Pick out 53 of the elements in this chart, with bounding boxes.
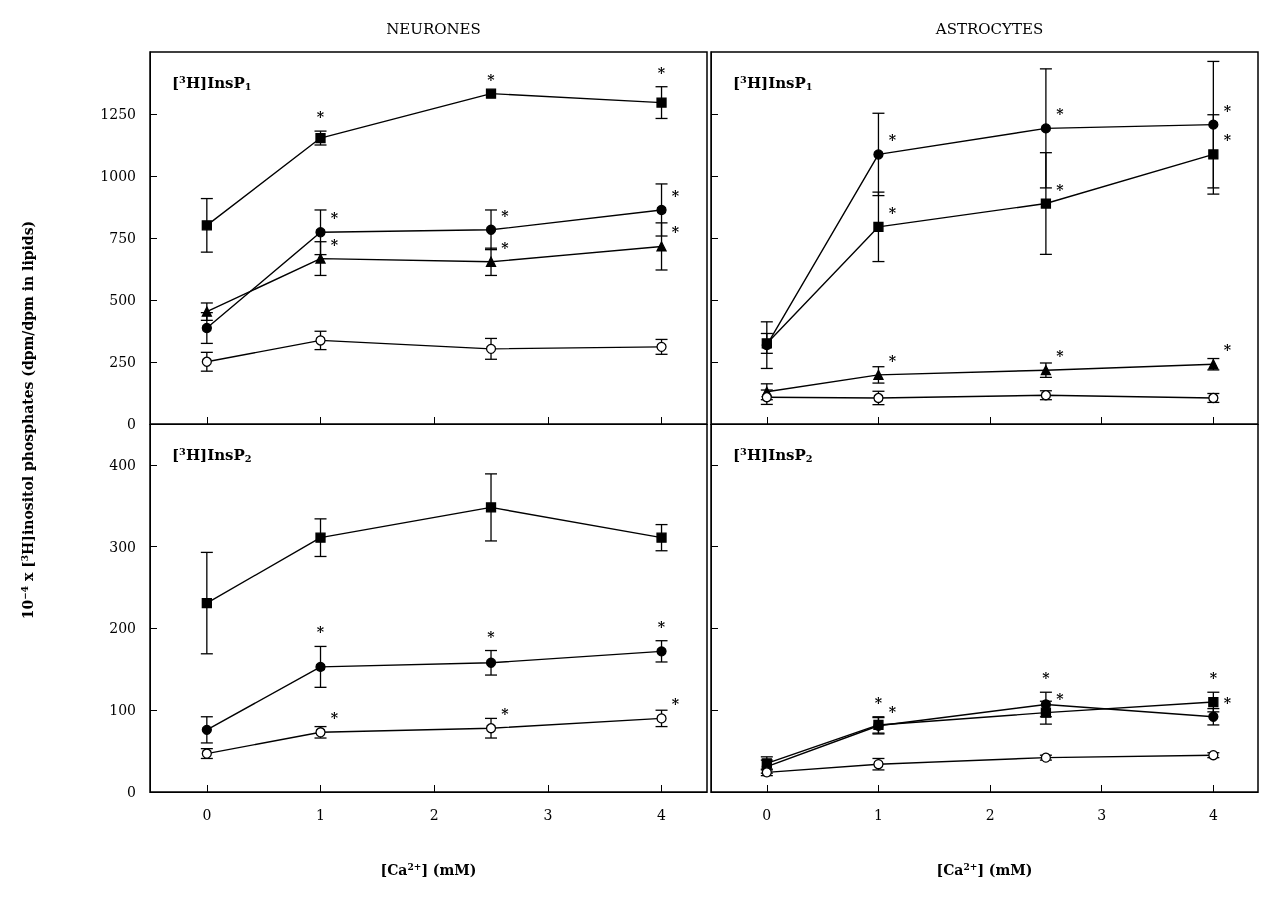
- annotation: *: [1056, 181, 1065, 198]
- chart-title: ASTROCYTES: [934, 19, 1044, 38]
- x-tick-label: 3: [543, 807, 553, 823]
- annotation: *: [1223, 132, 1232, 149]
- annotation: *: [487, 71, 496, 88]
- x-tick-label: 1: [873, 807, 883, 823]
- annotation: *: [657, 618, 666, 635]
- annotation: *: [330, 710, 339, 727]
- annotation: *: [888, 703, 897, 720]
- x-tick-label: 4: [657, 807, 667, 823]
- y-tick-label: 500: [109, 292, 136, 308]
- y-tick-label: 400: [109, 456, 136, 473]
- annotation: *: [316, 624, 325, 641]
- x-tick-label: 0: [202, 807, 212, 823]
- annotation: *: [1056, 348, 1065, 365]
- y-tick-label: 1000: [100, 168, 136, 184]
- x-tick-label: 1: [316, 807, 325, 823]
- x-tick-label: 4: [1208, 807, 1218, 823]
- y-tick-label: 100: [109, 702, 136, 719]
- y-tick-label: 200: [109, 620, 136, 637]
- annotation: *: [1223, 102, 1232, 119]
- y-tick-label: 1250: [100, 106, 136, 122]
- annotation: *: [501, 706, 510, 723]
- y-tick-label: 250: [109, 354, 136, 370]
- annotation: *: [1056, 690, 1065, 707]
- annotation: *: [330, 236, 339, 253]
- x-tick-label: 3: [1097, 807, 1107, 823]
- annotation: *: [888, 204, 897, 221]
- annotation: *: [874, 694, 883, 711]
- annotation: *: [1056, 106, 1065, 123]
- annotation: *: [657, 64, 666, 81]
- annotation: *: [316, 109, 325, 126]
- annotation: *: [888, 132, 897, 149]
- x-tick-label: 0: [762, 807, 772, 823]
- chart-title: NEURONES: [386, 19, 481, 38]
- y-tick-label: 750: [109, 230, 136, 246]
- y-tick-label: 300: [109, 538, 136, 555]
- annotation: *: [330, 210, 339, 227]
- annotation: *: [671, 224, 680, 241]
- annotation: *: [1223, 342, 1232, 359]
- annotation: *: [671, 187, 680, 204]
- annotation: *: [501, 207, 510, 224]
- annotation: *: [501, 239, 510, 256]
- x-tick-label: 2: [429, 807, 439, 823]
- annotation: *: [888, 352, 897, 369]
- y-tick-label: 0: [127, 784, 136, 800]
- annotation: *: [1223, 694, 1232, 711]
- annotation: *: [487, 628, 496, 645]
- annotation: *: [1042, 670, 1051, 687]
- annotation: *: [671, 696, 680, 713]
- annotation: *: [1209, 670, 1218, 687]
- x-tick-label: 2: [985, 807, 995, 823]
- y-tick-label: 0: [127, 416, 136, 432]
